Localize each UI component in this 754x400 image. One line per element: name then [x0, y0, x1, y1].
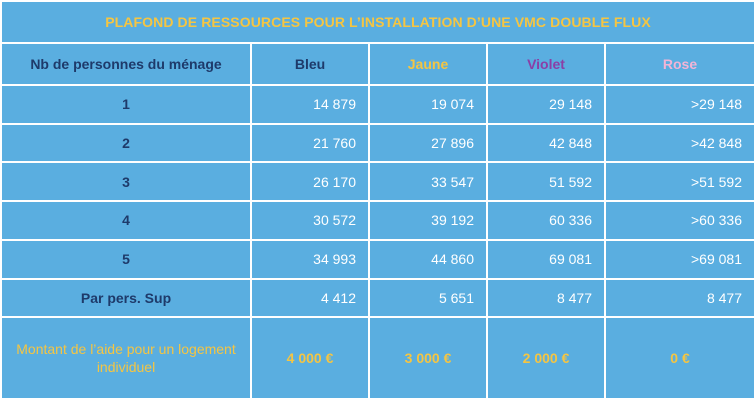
table-row: 3 26 170 33 547 51 592 >51 592: [0, 161, 754, 203]
aide-bleu: 4 000 €: [250, 316, 370, 400]
cell-violet: 60 336: [486, 200, 606, 241]
aide-rose: 0 €: [604, 316, 754, 400]
header-rose: Rose: [604, 42, 754, 86]
aide-label: Montant de l’aide pour un logement indiv…: [0, 316, 252, 400]
cell-rose: >69 081: [604, 238, 754, 280]
cell-jaune: 27 896: [368, 122, 488, 164]
cell-jaune: 19 074: [368, 84, 488, 125]
table-row: 1 14 879 19 074 29 148 >29 148: [0, 84, 754, 125]
table-row: 4 30 572 39 192 60 336 >60 336: [0, 200, 754, 241]
row-label: Par pers. Sup: [0, 277, 252, 319]
header-violet: Violet: [486, 42, 606, 86]
cell-bleu: 14 879: [250, 84, 370, 125]
row-label: 2: [0, 122, 252, 164]
row-label: 4: [0, 200, 252, 241]
cell-bleu: 4 412: [250, 277, 370, 319]
header-jaune: Jaune: [368, 42, 488, 86]
cell-bleu: 26 170: [250, 161, 370, 203]
header-household-size: Nb de personnes du ménage: [0, 42, 252, 86]
cell-jaune: 5 651: [368, 277, 488, 319]
cell-jaune: 44 860: [368, 238, 488, 280]
cell-rose: >51 592: [604, 161, 754, 203]
cell-violet: 29 148: [486, 84, 606, 125]
cell-jaune: 39 192: [368, 200, 488, 241]
cell-bleu: 21 760: [250, 122, 370, 164]
table-row: 2 21 760 27 896 42 848 >42 848: [0, 122, 754, 164]
aide-row: Montant de l’aide pour un logement indiv…: [0, 316, 754, 400]
cell-bleu: 30 572: [250, 200, 370, 241]
cell-rose: >60 336: [604, 200, 754, 241]
cell-violet: 42 848: [486, 122, 606, 164]
table-row: 5 34 993 44 860 69 081 >69 081: [0, 238, 754, 280]
table-title: PLAFOND DE RESSOURCES POUR L’INSTALLATIO…: [0, 0, 754, 44]
cell-rose: >42 848: [604, 122, 754, 164]
cell-jaune: 33 547: [368, 161, 488, 203]
cell-rose: >29 148: [604, 84, 754, 125]
cell-violet: 51 592: [486, 161, 606, 203]
aide-violet: 2 000 €: [486, 316, 606, 400]
row-label: 5: [0, 238, 252, 280]
row-label: 3: [0, 161, 252, 203]
row-label: 1: [0, 84, 252, 125]
table-row: Par pers. Sup 4 412 5 651 8 477 8 477: [0, 277, 754, 319]
header-bleu: Bleu: [250, 42, 370, 86]
title-row: PLAFOND DE RESSOURCES POUR L’INSTALLATIO…: [0, 0, 754, 44]
cell-violet: 69 081: [486, 238, 606, 280]
cell-bleu: 34 993: [250, 238, 370, 280]
aide-jaune: 3 000 €: [368, 316, 488, 400]
cell-rose: 8 477: [604, 277, 754, 319]
header-row: Nb de personnes du ménage Bleu Jaune Vio…: [0, 42, 754, 86]
cell-violet: 8 477: [486, 277, 606, 319]
